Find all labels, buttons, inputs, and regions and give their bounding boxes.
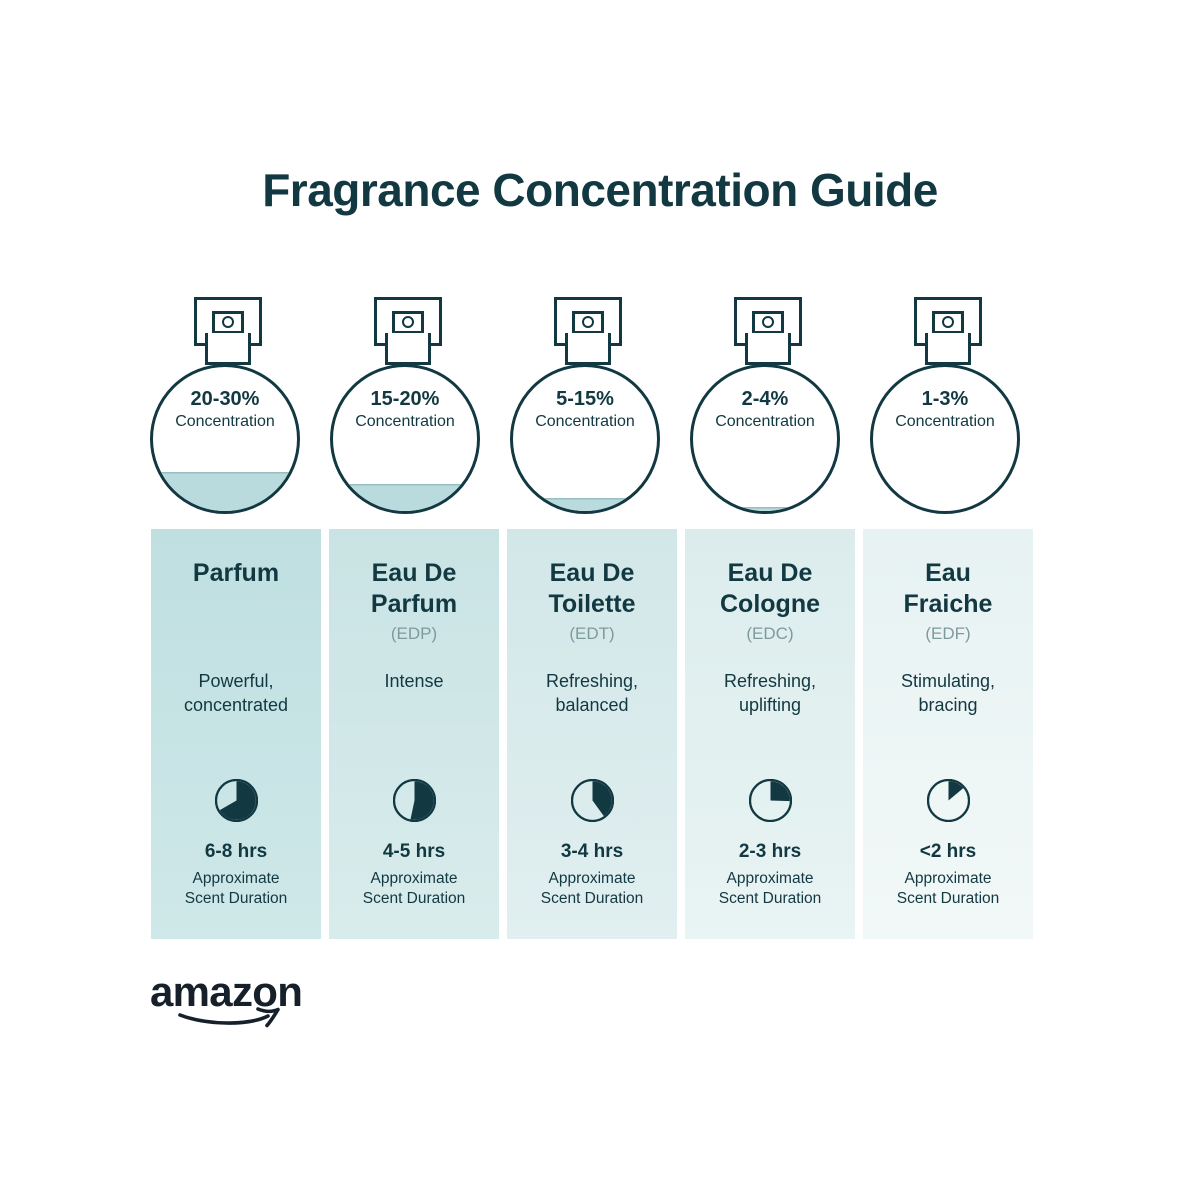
svg-text:amazon: amazon: [150, 968, 302, 1015]
